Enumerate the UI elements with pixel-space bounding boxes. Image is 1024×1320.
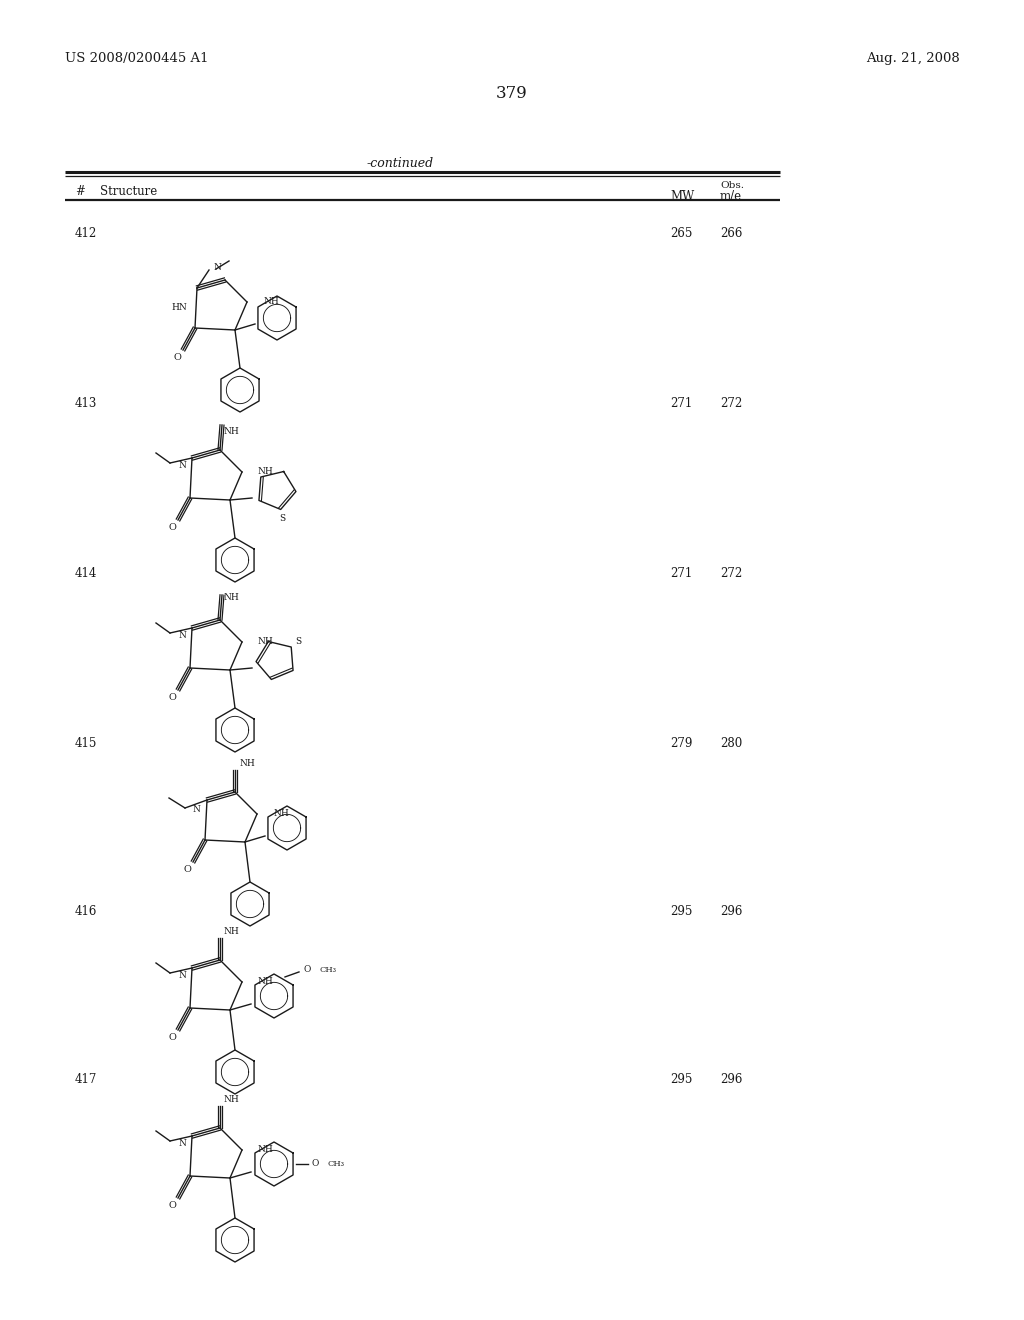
Text: NH: NH [263,297,279,306]
Text: #: # [75,185,85,198]
Text: CH₃: CH₃ [319,966,336,974]
Text: N: N [213,263,221,272]
Text: 295: 295 [670,906,692,917]
Text: 412: 412 [75,227,97,240]
Text: N: N [178,462,186,470]
Text: 295: 295 [670,1073,692,1086]
Text: US 2008/0200445 A1: US 2008/0200445 A1 [65,51,209,65]
Text: 415: 415 [75,737,97,750]
Text: 416: 416 [75,906,97,917]
Text: NH: NH [224,928,240,936]
Text: 271: 271 [670,568,692,579]
Text: 280: 280 [720,737,742,750]
Text: 296: 296 [720,906,742,917]
Text: 265: 265 [670,227,692,240]
Text: O: O [312,1159,319,1168]
Text: S: S [280,513,286,523]
Text: 379: 379 [496,84,528,102]
Text: NH: NH [273,809,289,818]
Text: O: O [168,524,176,532]
Text: 413: 413 [75,397,97,411]
Text: NH: NH [258,1146,273,1155]
Text: NH: NH [224,594,240,602]
Text: O: O [173,354,181,363]
Text: 272: 272 [720,397,742,411]
Text: NH: NH [258,978,273,986]
Text: MW: MW [670,190,694,203]
Text: 272: 272 [720,568,742,579]
Text: CH₃: CH₃ [328,1160,345,1168]
Text: NH: NH [258,638,273,647]
Text: O: O [168,1034,176,1043]
Text: N: N [193,805,200,814]
Text: O: O [168,693,176,702]
Text: O: O [303,965,310,974]
Text: N: N [178,972,186,981]
Text: 414: 414 [75,568,97,579]
Text: Obs.: Obs. [720,181,744,190]
Text: Structure: Structure [100,185,158,198]
Text: 296: 296 [720,1073,742,1086]
Text: O: O [183,866,190,874]
Text: NH: NH [258,467,273,477]
Text: NH: NH [224,428,240,437]
Text: HN: HN [171,304,186,313]
Text: N: N [178,631,186,640]
Text: 266: 266 [720,227,742,240]
Text: 279: 279 [670,737,692,750]
Text: Aug. 21, 2008: Aug. 21, 2008 [866,51,961,65]
Text: -continued: -continued [367,157,433,170]
Text: NH: NH [239,759,255,768]
Text: 417: 417 [75,1073,97,1086]
Text: 271: 271 [670,397,692,411]
Text: O: O [168,1201,176,1210]
Text: m/e: m/e [720,190,742,203]
Text: NH: NH [224,1096,240,1105]
Text: N: N [178,1139,186,1148]
Text: S: S [295,636,301,645]
